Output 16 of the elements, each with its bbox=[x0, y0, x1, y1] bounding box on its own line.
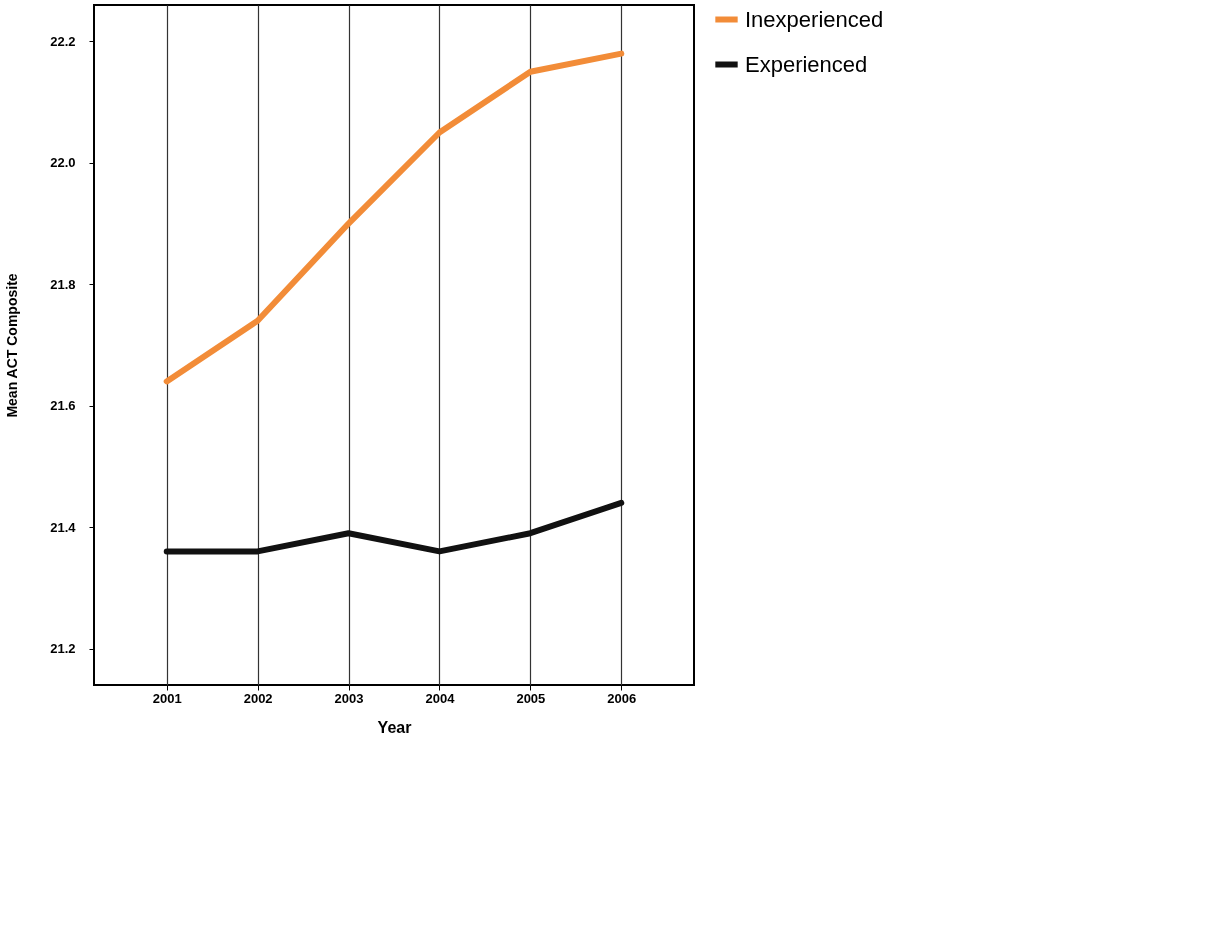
legend-label: Inexperienced bbox=[745, 6, 884, 32]
x-tick-label: 2002 bbox=[243, 690, 273, 706]
y-tick-label: 21.6 bbox=[50, 398, 76, 414]
x-axis-title: Year bbox=[377, 718, 412, 736]
x-tick-label: 2003 bbox=[334, 690, 364, 706]
y-tick-label: 22.2 bbox=[50, 33, 76, 49]
y-tick-label: 21.8 bbox=[50, 276, 76, 292]
y-tick-label: 21.2 bbox=[50, 641, 76, 657]
x-tick-label: 2006 bbox=[607, 690, 637, 706]
y-tick-label: 22.0 bbox=[50, 155, 76, 171]
legend-label: Experienced bbox=[745, 51, 868, 77]
x-tick-label: 2005 bbox=[516, 690, 546, 706]
x-tick-label: 2004 bbox=[425, 690, 456, 706]
y-axis-title: Mean ACT Composite bbox=[4, 273, 21, 418]
x-tick-label: 2001 bbox=[152, 690, 182, 706]
y-tick-label: 21.4 bbox=[50, 519, 77, 535]
